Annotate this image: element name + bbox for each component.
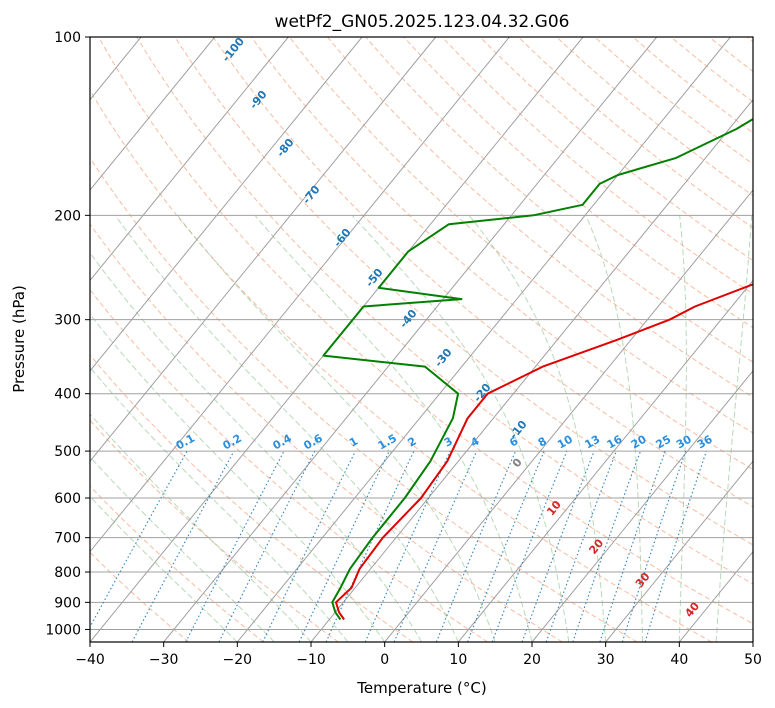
dry-adiabat-line: [90, 551, 190, 642]
isotherm-line: [90, 37, 216, 191]
x-tick-label: −10: [296, 652, 326, 668]
x-tick-label: 50: [744, 652, 762, 668]
x-tick-label: 20: [523, 652, 541, 668]
dry-adiabat-line: [136, 37, 753, 585]
y-tick-label: 500: [54, 444, 81, 460]
mixing-ratio-line: [545, 450, 617, 642]
x-tick-label: 0: [380, 652, 389, 668]
isotherm-line: [384, 189, 753, 642]
mixing-ratio-line: [572, 450, 642, 642]
x-tick-label: −30: [149, 652, 179, 668]
y-tick-label: 200: [54, 208, 81, 224]
isotherm-line: [605, 460, 753, 642]
isotherm-line: [90, 37, 437, 463]
mixing-ratio-line: [521, 450, 595, 642]
moist-adiabat-line: [90, 495, 238, 642]
mixing-ratio-line: [435, 450, 517, 642]
x-tick-label: 30: [597, 652, 615, 668]
moist-adiabat-line: [468, 214, 607, 642]
dry-adiabat-line: [98, 37, 753, 625]
y-tick-label: 900: [54, 595, 81, 611]
dry-adiabat-line: [327, 37, 753, 398]
mixing-ratio-line: [364, 450, 451, 642]
moist-adiabat-line: [585, 215, 643, 642]
axis-layer: −40 −30 −20 −10 0 10 20 30 40 50 100 200 300 400 500 60…: [45, 30, 762, 668]
mixing-ratio-line: [644, 450, 708, 642]
y-tick-label: 100: [54, 30, 81, 46]
mixing-ratio-line: [599, 450, 666, 642]
mixing-ratio-line: [491, 450, 568, 642]
dry-adiabat-line: [212, 37, 753, 508]
temperature-profile-line: [335, 283, 753, 621]
x-tick-label: 40: [670, 652, 688, 668]
x-tick-label: −20: [223, 652, 253, 668]
moist-adiabat-line: [90, 313, 386, 642]
isotherm-line: [236, 37, 731, 642]
isotherm-line: [90, 37, 289, 282]
y-tick-label: 600: [54, 491, 81, 507]
moist-adiabat-line: [678, 215, 687, 642]
moist-adiabat-line: [715, 215, 753, 642]
series-layer: [322, 117, 753, 621]
y-tick-label: 1000: [45, 622, 81, 638]
dry-adiabat-line: [90, 419, 339, 642]
dry-adiabat-line: [289, 37, 753, 434]
mixing-ratio-line: [466, 450, 545, 642]
background-lines: [90, 37, 753, 642]
moist-adiabat-line: [177, 214, 496, 642]
mixing-ratio-line: [131, 450, 235, 642]
dry-adiabat-line: [90, 157, 638, 642]
isotherm-line: [90, 37, 510, 553]
isotherm-line: [310, 98, 753, 642]
mixing-ratio-line: [218, 450, 316, 642]
plot-frame: [89, 36, 754, 643]
mixing-ratio-line: [621, 450, 687, 642]
y-axis-label: Pressure (hPa): [10, 285, 28, 393]
dewpoint-profile-line: [322, 117, 753, 621]
y-tick-label: 800: [54, 565, 81, 581]
mixing-ratio-line: [90, 450, 188, 629]
y-tick-label: 700: [54, 531, 81, 547]
moist-adiabat-line: [90, 251, 422, 642]
dry-adiabat-line: [90, 223, 563, 642]
x-tick-label: 10: [449, 652, 467, 668]
dry-adiabat-line: [90, 485, 264, 642]
y-tick-label: 300: [54, 313, 81, 329]
x-tick-label: −40: [75, 652, 105, 668]
isotherm-line: [457, 279, 753, 642]
dry-adiabat-line: [441, 37, 753, 295]
isotherm-line: [163, 37, 658, 642]
moist-adiabat-line: [90, 456, 275, 642]
mixing-ratio-line: [393, 450, 478, 642]
moist-adiabat-line: [254, 214, 533, 642]
x-axis-label: Temperature (°C): [356, 679, 486, 697]
isotherm-line: [531, 370, 753, 642]
moist-adiabat-line: [90, 413, 312, 642]
chart-title: wetPf2_GN05.2025.123.04.32.G06: [275, 12, 570, 32]
y-tick-label: 400: [54, 387, 81, 403]
dry-adiabat-line: [90, 288, 488, 642]
moist-adiabat-line: [114, 215, 459, 642]
isotherm-line: [90, 37, 363, 372]
